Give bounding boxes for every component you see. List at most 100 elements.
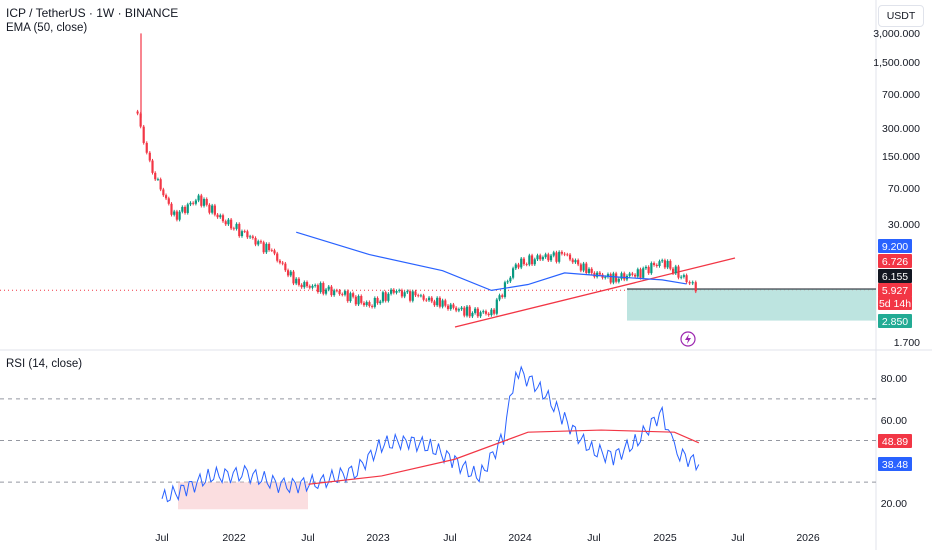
candle-body xyxy=(381,292,385,302)
candle-body xyxy=(509,277,512,282)
candle-body xyxy=(563,253,566,255)
candle-body xyxy=(162,189,165,196)
price-tag-text: 5.927 xyxy=(882,285,908,297)
price-tag-bg xyxy=(878,239,912,253)
candle-body xyxy=(183,206,187,213)
rsi-axis[interactable]: 80.00 60.00 20.00 xyxy=(881,373,907,510)
candle-body xyxy=(555,252,558,262)
candle-body xyxy=(652,263,656,265)
candle-body xyxy=(661,260,664,262)
price-axis[interactable]: 3,000.000 1,500.000 700.000 300.000 150.000 7… xyxy=(873,28,920,349)
time-label: Jul xyxy=(731,532,744,544)
candle-body xyxy=(173,211,176,215)
candle-body xyxy=(213,205,216,215)
candle-body xyxy=(230,219,233,229)
lightning-icon[interactable] xyxy=(680,331,696,347)
candle-body xyxy=(221,215,225,222)
candle-body xyxy=(547,254,550,261)
candle-body xyxy=(455,307,458,311)
candle-body xyxy=(379,301,382,304)
rsi-legend[interactable]: RSI (14, close) xyxy=(6,358,83,370)
currency-button[interactable]: USDT xyxy=(878,5,924,27)
candle-body xyxy=(522,258,526,265)
candle-body xyxy=(411,291,414,301)
candle-body xyxy=(327,286,330,290)
candle-body xyxy=(444,300,447,306)
time-label: 2026 xyxy=(796,532,820,544)
candle-body xyxy=(487,313,490,316)
candle-body xyxy=(243,231,246,233)
ema-legend[interactable]: EMA (50, close) xyxy=(6,22,88,34)
time-label: 2023 xyxy=(366,532,390,544)
candle-body xyxy=(219,215,222,218)
candle-body xyxy=(655,264,658,267)
candle-body xyxy=(403,292,406,297)
price-tag-text: 6.726 xyxy=(882,256,908,268)
ema-path xyxy=(296,231,687,292)
candle-body xyxy=(419,295,423,297)
candle-body xyxy=(202,199,206,206)
price-tick: 300.000 xyxy=(882,123,920,135)
candle-body xyxy=(633,274,637,277)
candle-body xyxy=(484,311,488,314)
candle-body xyxy=(501,295,504,297)
candle-body xyxy=(156,179,160,181)
candle-body xyxy=(474,308,477,313)
candle-body xyxy=(587,268,591,273)
candle-body xyxy=(604,276,607,278)
candle-body xyxy=(295,278,298,284)
candle-body xyxy=(319,283,322,292)
time-label: 2024 xyxy=(508,532,532,544)
rsi-ma-path xyxy=(308,429,700,485)
candle-body xyxy=(392,289,395,293)
candle-body xyxy=(330,286,333,296)
candle-body xyxy=(590,268,593,273)
candle-body xyxy=(606,274,610,277)
trendline[interactable] xyxy=(454,257,736,328)
price-tag-bg xyxy=(878,283,912,297)
price-tick: 1,500.000 xyxy=(873,57,920,69)
candle-body xyxy=(674,266,677,274)
rsi-tick: 20.00 xyxy=(881,498,907,510)
candle-body xyxy=(175,211,179,220)
candle-body xyxy=(308,286,311,288)
price-tag-bg xyxy=(878,254,912,268)
candle-body xyxy=(154,172,157,180)
candle-body xyxy=(362,302,366,306)
oversold-shade xyxy=(178,482,308,510)
candle-body xyxy=(677,266,680,278)
candle-body xyxy=(192,202,195,204)
candle-body xyxy=(273,250,276,254)
chart-title[interactable]: ICP / TetherUS · 1W · BINANCE xyxy=(6,6,179,20)
candle-body xyxy=(338,290,341,295)
candle-body xyxy=(479,312,482,317)
candle-body xyxy=(457,309,460,311)
candle-body xyxy=(343,291,347,295)
candle-body xyxy=(335,290,338,292)
candle-body xyxy=(669,260,672,269)
candle-body xyxy=(227,219,230,225)
candle-body xyxy=(463,307,466,316)
candle-body xyxy=(452,304,455,308)
candle-body xyxy=(341,294,344,295)
candle-body xyxy=(194,200,197,204)
candle-body xyxy=(324,289,328,294)
candle-body xyxy=(276,253,279,261)
candle-body xyxy=(598,272,601,275)
candle-body xyxy=(400,290,404,297)
candle-body xyxy=(292,271,295,284)
candle-body xyxy=(145,142,148,153)
price-tag-text: 5d 14h xyxy=(879,298,911,310)
candle-body xyxy=(216,214,219,218)
support-trendline xyxy=(454,257,736,328)
rsi-tag-bg xyxy=(878,457,912,471)
candle-body xyxy=(514,264,517,269)
time-axis[interactable]: Jul 2022 Jul 2023 Jul 2024 Jul 2025 Jul 2026 xyxy=(155,532,820,544)
candle-body xyxy=(371,305,374,307)
candle-body xyxy=(354,296,357,305)
candle-body xyxy=(384,292,387,301)
candle-body xyxy=(615,273,618,282)
candle-body xyxy=(631,273,634,275)
